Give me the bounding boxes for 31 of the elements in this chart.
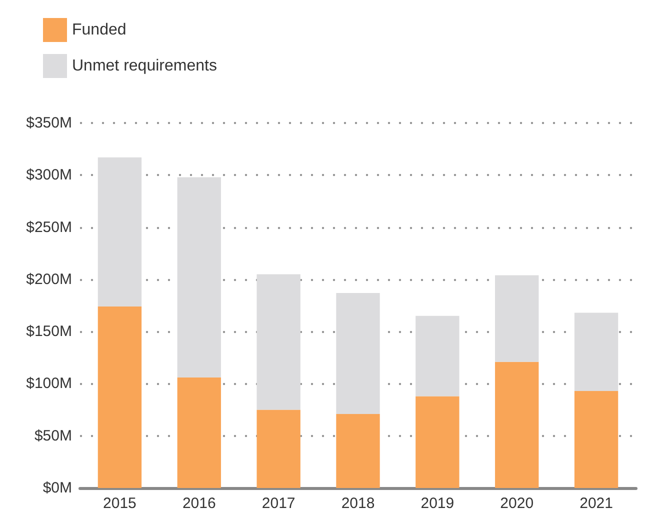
bar xyxy=(98,157,142,307)
legend-label: Funded xyxy=(72,22,126,38)
bar xyxy=(336,292,380,414)
bar xyxy=(177,377,221,488)
bar xyxy=(574,391,618,488)
x-tick-label: 2015 xyxy=(103,495,136,512)
bar xyxy=(574,312,618,392)
y-tick-label: $300M xyxy=(26,166,72,184)
bar xyxy=(256,274,300,410)
bar xyxy=(416,316,460,396)
x-tick-label: 2020 xyxy=(500,495,534,512)
x-tick-label: 2019 xyxy=(420,495,454,512)
bar xyxy=(416,396,460,488)
bar xyxy=(495,275,539,362)
x-tick-label: 2018 xyxy=(341,495,375,512)
y-tick-label: $100M xyxy=(26,375,72,392)
bar xyxy=(177,177,221,378)
x-tick-label: 2016 xyxy=(182,495,216,512)
y-tick-label: $200M xyxy=(26,270,72,288)
y-tick-label: $150M xyxy=(26,323,72,340)
bar xyxy=(256,410,300,488)
y-tick-label: $350M xyxy=(26,114,72,132)
x-tick-label: 2021 xyxy=(580,495,613,512)
bar xyxy=(98,306,142,488)
bar xyxy=(495,362,539,488)
x-tick-label: 2017 xyxy=(262,495,296,512)
y-tick-label: $50M xyxy=(34,427,72,444)
legend-label: Unmet requirements xyxy=(72,58,217,74)
y-tick-label: $250M xyxy=(26,218,72,236)
bar xyxy=(336,414,380,488)
y-tick-label: $0M xyxy=(42,480,72,496)
